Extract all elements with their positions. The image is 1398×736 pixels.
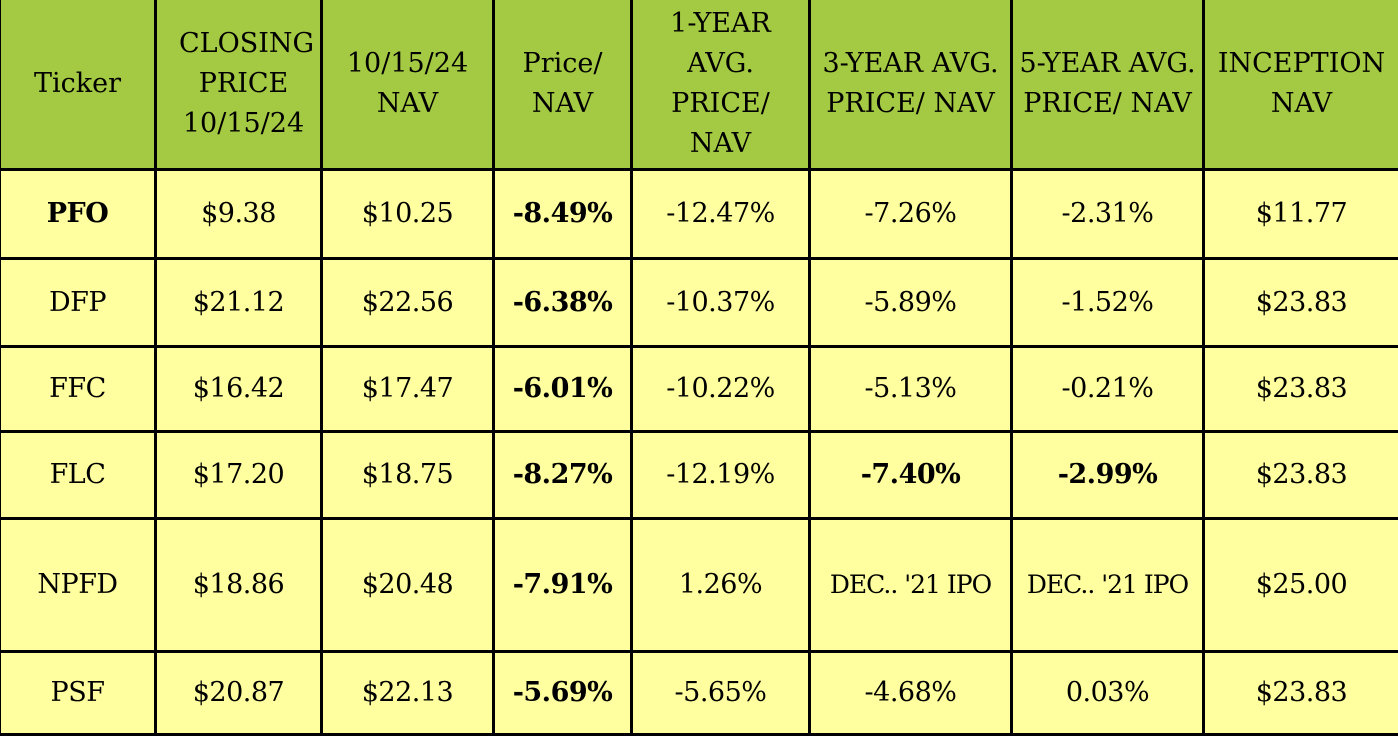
cell-inception-nav: $23.83 bbox=[1204, 259, 1398, 347]
header-price-nav: Price/ NAV bbox=[494, 0, 632, 170]
header-3y-avg: 3-YEAR AVG. PRICE/ NAV bbox=[810, 0, 1012, 170]
cell-closing-price: $18.86 bbox=[156, 519, 322, 652]
cell-closing-price: $16.42 bbox=[156, 347, 322, 432]
cell-inception-nav: $25.00 bbox=[1204, 519, 1398, 652]
header-closing-price: CLOSING PRICE 10/15/24 bbox=[156, 0, 322, 170]
cell-price-nav: -7.91% bbox=[494, 519, 632, 652]
cell-nav: $22.56 bbox=[322, 259, 494, 347]
cell-3y-avg: -4.68% bbox=[810, 652, 1012, 735]
cell-5y-avg: -0.21% bbox=[1012, 347, 1204, 432]
cell-5y-avg: -1.52% bbox=[1012, 259, 1204, 347]
table-row-npfd: NPFD $18.86 $20.48 -7.91% 1.26% DEC.. '2… bbox=[0, 519, 1398, 652]
header-nav: 10/15/24 NAV bbox=[322, 0, 494, 170]
table-row-flc: FLC $17.20 $18.75 -8.27% -12.19% -7.40% … bbox=[0, 432, 1398, 519]
cell-1y-avg: -10.37% bbox=[632, 259, 810, 347]
header-5y-avg: 5-YEAR AVG. PRICE/ NAV bbox=[1012, 0, 1204, 170]
cell-price-nav: -6.38% bbox=[494, 259, 632, 347]
cell-5y-avg: -2.31% bbox=[1012, 170, 1204, 259]
cell-nav: $22.13 bbox=[322, 652, 494, 735]
table-row-dfp: DFP $21.12 $22.56 -6.38% -10.37% -5.89% … bbox=[0, 259, 1398, 347]
cell-ticker: PFO bbox=[0, 170, 156, 259]
header-row: Ticker CLOSING PRICE 10/15/24 10/15/24 N… bbox=[0, 0, 1398, 170]
cell-inception-nav: $11.77 bbox=[1204, 170, 1398, 259]
cell-price-nav: -6.01% bbox=[494, 347, 632, 432]
header-ticker: Ticker bbox=[0, 0, 156, 170]
cell-3y-avg: -7.26% bbox=[810, 170, 1012, 259]
cell-3y-avg: -5.13% bbox=[810, 347, 1012, 432]
cell-nav: $17.47 bbox=[322, 347, 494, 432]
cell-1y-avg: 1.26% bbox=[632, 519, 810, 652]
table-row-ffc: FFC $16.42 $17.47 -6.01% -10.22% -5.13% … bbox=[0, 347, 1398, 432]
cell-price-nav: -8.49% bbox=[494, 170, 632, 259]
cell-closing-price: $17.20 bbox=[156, 432, 322, 519]
cell-nav: $20.48 bbox=[322, 519, 494, 652]
cell-1y-avg: -12.19% bbox=[632, 432, 810, 519]
table-row-pfo: PFO $9.38 $10.25 -8.49% -12.47% -7.26% -… bbox=[0, 170, 1398, 259]
cell-inception-nav: $23.83 bbox=[1204, 347, 1398, 432]
cell-ticker: PSF bbox=[0, 652, 156, 735]
cell-3y-avg: -7.40% bbox=[810, 432, 1012, 519]
table-row-psf: PSF $20.87 $22.13 -5.69% -5.65% -4.68% 0… bbox=[0, 652, 1398, 735]
header-inception-nav: INCEPTION NAV bbox=[1204, 0, 1398, 170]
header-1y-avg: 1-YEAR AVG. PRICE/ NAV bbox=[632, 0, 810, 170]
cell-closing-price: $20.87 bbox=[156, 652, 322, 735]
cell-price-nav: -8.27% bbox=[494, 432, 632, 519]
cell-ticker: DFP bbox=[0, 259, 156, 347]
cell-1y-avg: -10.22% bbox=[632, 347, 810, 432]
cell-5y-avg: -2.99% bbox=[1012, 432, 1204, 519]
cell-inception-nav: $23.83 bbox=[1204, 652, 1398, 735]
cell-ticker: NPFD bbox=[0, 519, 156, 652]
cell-closing-price: $9.38 bbox=[156, 170, 322, 259]
cell-3y-avg: -5.89% bbox=[810, 259, 1012, 347]
cell-price-nav: -5.69% bbox=[494, 652, 632, 735]
cell-1y-avg: -5.65% bbox=[632, 652, 810, 735]
cell-5y-avg: DEC.. '21 IPO bbox=[1012, 519, 1204, 652]
cell-nav: $10.25 bbox=[322, 170, 494, 259]
cell-ticker: FLC bbox=[0, 432, 156, 519]
cell-closing-price: $21.12 bbox=[156, 259, 322, 347]
cell-1y-avg: -12.47% bbox=[632, 170, 810, 259]
cell-3y-avg: DEC.. '21 IPO bbox=[810, 519, 1012, 652]
cell-5y-avg: 0.03% bbox=[1012, 652, 1204, 735]
cell-nav: $18.75 bbox=[322, 432, 494, 519]
cell-inception-nav: $23.83 bbox=[1204, 432, 1398, 519]
cell-ticker: FFC bbox=[0, 347, 156, 432]
